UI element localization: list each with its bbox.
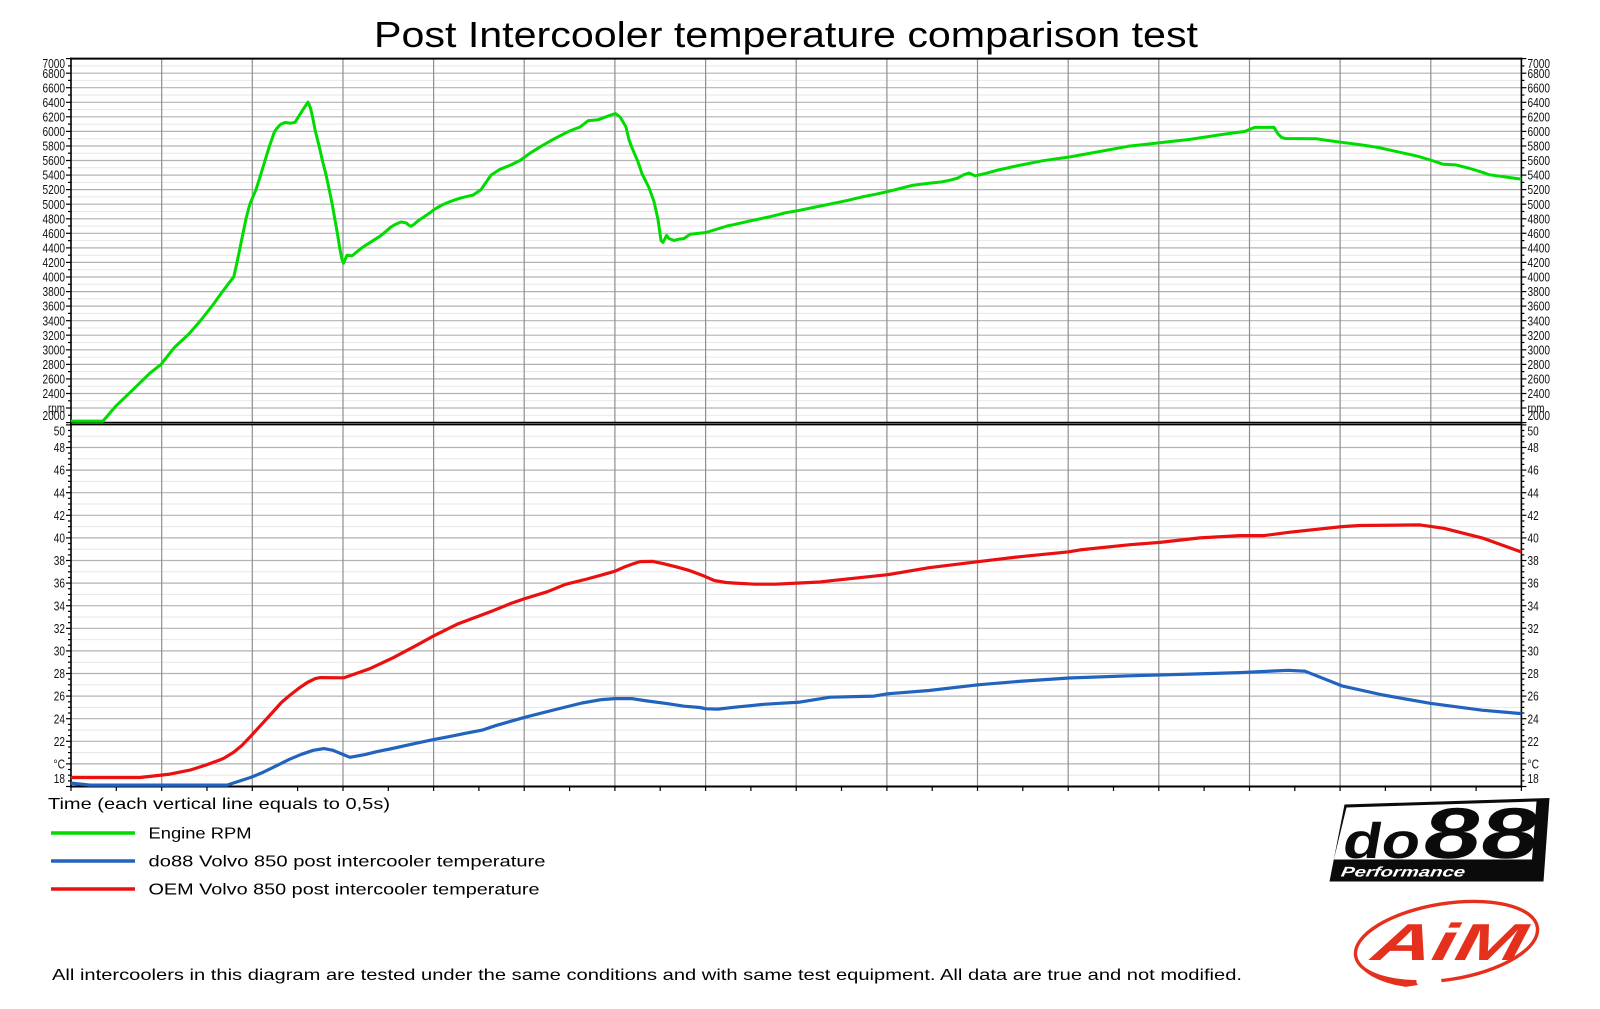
svg-text:30: 30 [54, 644, 65, 659]
svg-text:28: 28 [1528, 666, 1539, 681]
svg-text:3200: 3200 [43, 328, 66, 343]
svg-text:4000: 4000 [1528, 270, 1551, 285]
svg-text:3000: 3000 [43, 342, 66, 357]
svg-text:44: 44 [1528, 485, 1539, 500]
svg-text:6600: 6600 [43, 80, 66, 95]
svg-text:5600: 5600 [1528, 153, 1551, 168]
svg-text:Time (each vertical line equal: Time (each vertical line equals to 0,5s) [48, 796, 390, 813]
svg-text:All intercoolers in this diagr: All intercoolers in this diagram are tes… [52, 967, 1242, 984]
svg-text:3400: 3400 [1528, 313, 1551, 328]
svg-text:22: 22 [1528, 734, 1539, 749]
svg-text:24: 24 [54, 711, 65, 726]
svg-text:3800: 3800 [43, 284, 66, 299]
svg-text:5800: 5800 [1528, 139, 1551, 154]
svg-text:3600: 3600 [43, 299, 66, 314]
svg-text:7000: 7000 [43, 56, 66, 71]
svg-text:36: 36 [54, 576, 65, 591]
svg-text:2600: 2600 [43, 372, 66, 387]
svg-text:38: 38 [1528, 553, 1539, 568]
svg-text:5800: 5800 [43, 139, 66, 154]
svg-text:Engine RPM: Engine RPM [149, 826, 252, 843]
svg-text:6600: 6600 [1528, 80, 1551, 95]
svg-text:26: 26 [1528, 689, 1539, 704]
svg-text:34: 34 [1528, 598, 1539, 613]
svg-text:°C: °C [1528, 757, 1540, 772]
svg-text:6200: 6200 [1528, 109, 1551, 124]
svg-text:22: 22 [54, 734, 65, 749]
svg-text:6800: 6800 [1528, 66, 1551, 81]
svg-text:4800: 4800 [1528, 211, 1551, 226]
svg-text:32: 32 [54, 621, 65, 636]
svg-text:4000: 4000 [43, 270, 66, 285]
svg-text:6400: 6400 [43, 95, 66, 110]
svg-text:50: 50 [54, 423, 65, 438]
svg-text:18: 18 [1528, 771, 1539, 786]
svg-text:5200: 5200 [43, 182, 66, 197]
svg-text:88: 88 [1417, 793, 1546, 873]
svg-text:5400: 5400 [1528, 168, 1551, 183]
svg-text:5000: 5000 [1528, 197, 1551, 212]
svg-text:24: 24 [1528, 711, 1539, 726]
svg-text:2600: 2600 [1528, 372, 1551, 387]
svg-text:do: do [1339, 812, 1426, 869]
svg-text:rpm: rpm [1528, 401, 1545, 416]
svg-text:38: 38 [54, 553, 65, 568]
svg-text:46: 46 [1528, 463, 1539, 478]
svg-text:6800: 6800 [43, 66, 66, 81]
svg-text:7000: 7000 [1528, 56, 1551, 71]
svg-text:5600: 5600 [43, 153, 66, 168]
svg-text:5000: 5000 [43, 197, 66, 212]
svg-text:5200: 5200 [1528, 182, 1551, 197]
svg-text:44: 44 [54, 485, 65, 500]
svg-text:4200: 4200 [43, 255, 66, 270]
svg-text:40: 40 [54, 531, 65, 546]
svg-text:28: 28 [54, 666, 65, 681]
svg-text:Performance: Performance [1340, 864, 1467, 880]
svg-text:3400: 3400 [43, 313, 66, 328]
svg-text:2000: 2000 [1528, 408, 1551, 423]
svg-text:26: 26 [54, 689, 65, 704]
svg-text:6200: 6200 [43, 109, 66, 124]
svg-text:2400: 2400 [1528, 386, 1551, 401]
svg-text:6400: 6400 [1528, 95, 1551, 110]
svg-text:30: 30 [1528, 644, 1539, 659]
svg-text:34: 34 [54, 598, 65, 613]
svg-text:4400: 4400 [43, 241, 66, 256]
svg-text:5400: 5400 [43, 168, 66, 183]
svg-text:3600: 3600 [1528, 299, 1551, 314]
svg-text:4200: 4200 [1528, 255, 1551, 270]
svg-text:2400: 2400 [43, 386, 66, 401]
svg-text:36: 36 [1528, 576, 1539, 591]
svg-text:42: 42 [54, 508, 65, 523]
svg-text:do88 Volvo 850 post intercoole: do88 Volvo 850 post intercooler temperat… [149, 854, 546, 871]
svg-text:AiM: AiM [1364, 914, 1533, 972]
svg-text:2800: 2800 [43, 357, 66, 372]
svg-text:32: 32 [1528, 621, 1539, 636]
svg-text:42: 42 [1528, 508, 1539, 523]
svg-text:48: 48 [1528, 440, 1539, 455]
svg-text:2000: 2000 [43, 408, 66, 423]
svg-text:6000: 6000 [1528, 124, 1551, 139]
svg-text:3800: 3800 [1528, 284, 1551, 299]
svg-text:OEM Volvo 850 post intercooler: OEM Volvo 850 post intercooler temperatu… [149, 882, 540, 899]
svg-text:3000: 3000 [1528, 342, 1551, 357]
svg-text:3200: 3200 [1528, 328, 1551, 343]
svg-text:4800: 4800 [43, 211, 66, 226]
svg-text:48: 48 [54, 440, 65, 455]
svg-text:46: 46 [54, 463, 65, 478]
svg-text:°C: °C [54, 757, 66, 772]
svg-text:50: 50 [1528, 423, 1539, 438]
svg-text:4400: 4400 [1528, 241, 1551, 256]
svg-text:6000: 6000 [43, 124, 66, 139]
svg-text:Post Intercooler temperature c: Post Intercooler temperature comparison … [374, 14, 1198, 55]
svg-text:2800: 2800 [1528, 357, 1551, 372]
svg-text:rpm: rpm [48, 401, 65, 416]
svg-text:4600: 4600 [1528, 226, 1551, 241]
svg-text:4600: 4600 [43, 226, 66, 241]
svg-text:18: 18 [54, 771, 65, 786]
svg-text:40: 40 [1528, 531, 1539, 546]
